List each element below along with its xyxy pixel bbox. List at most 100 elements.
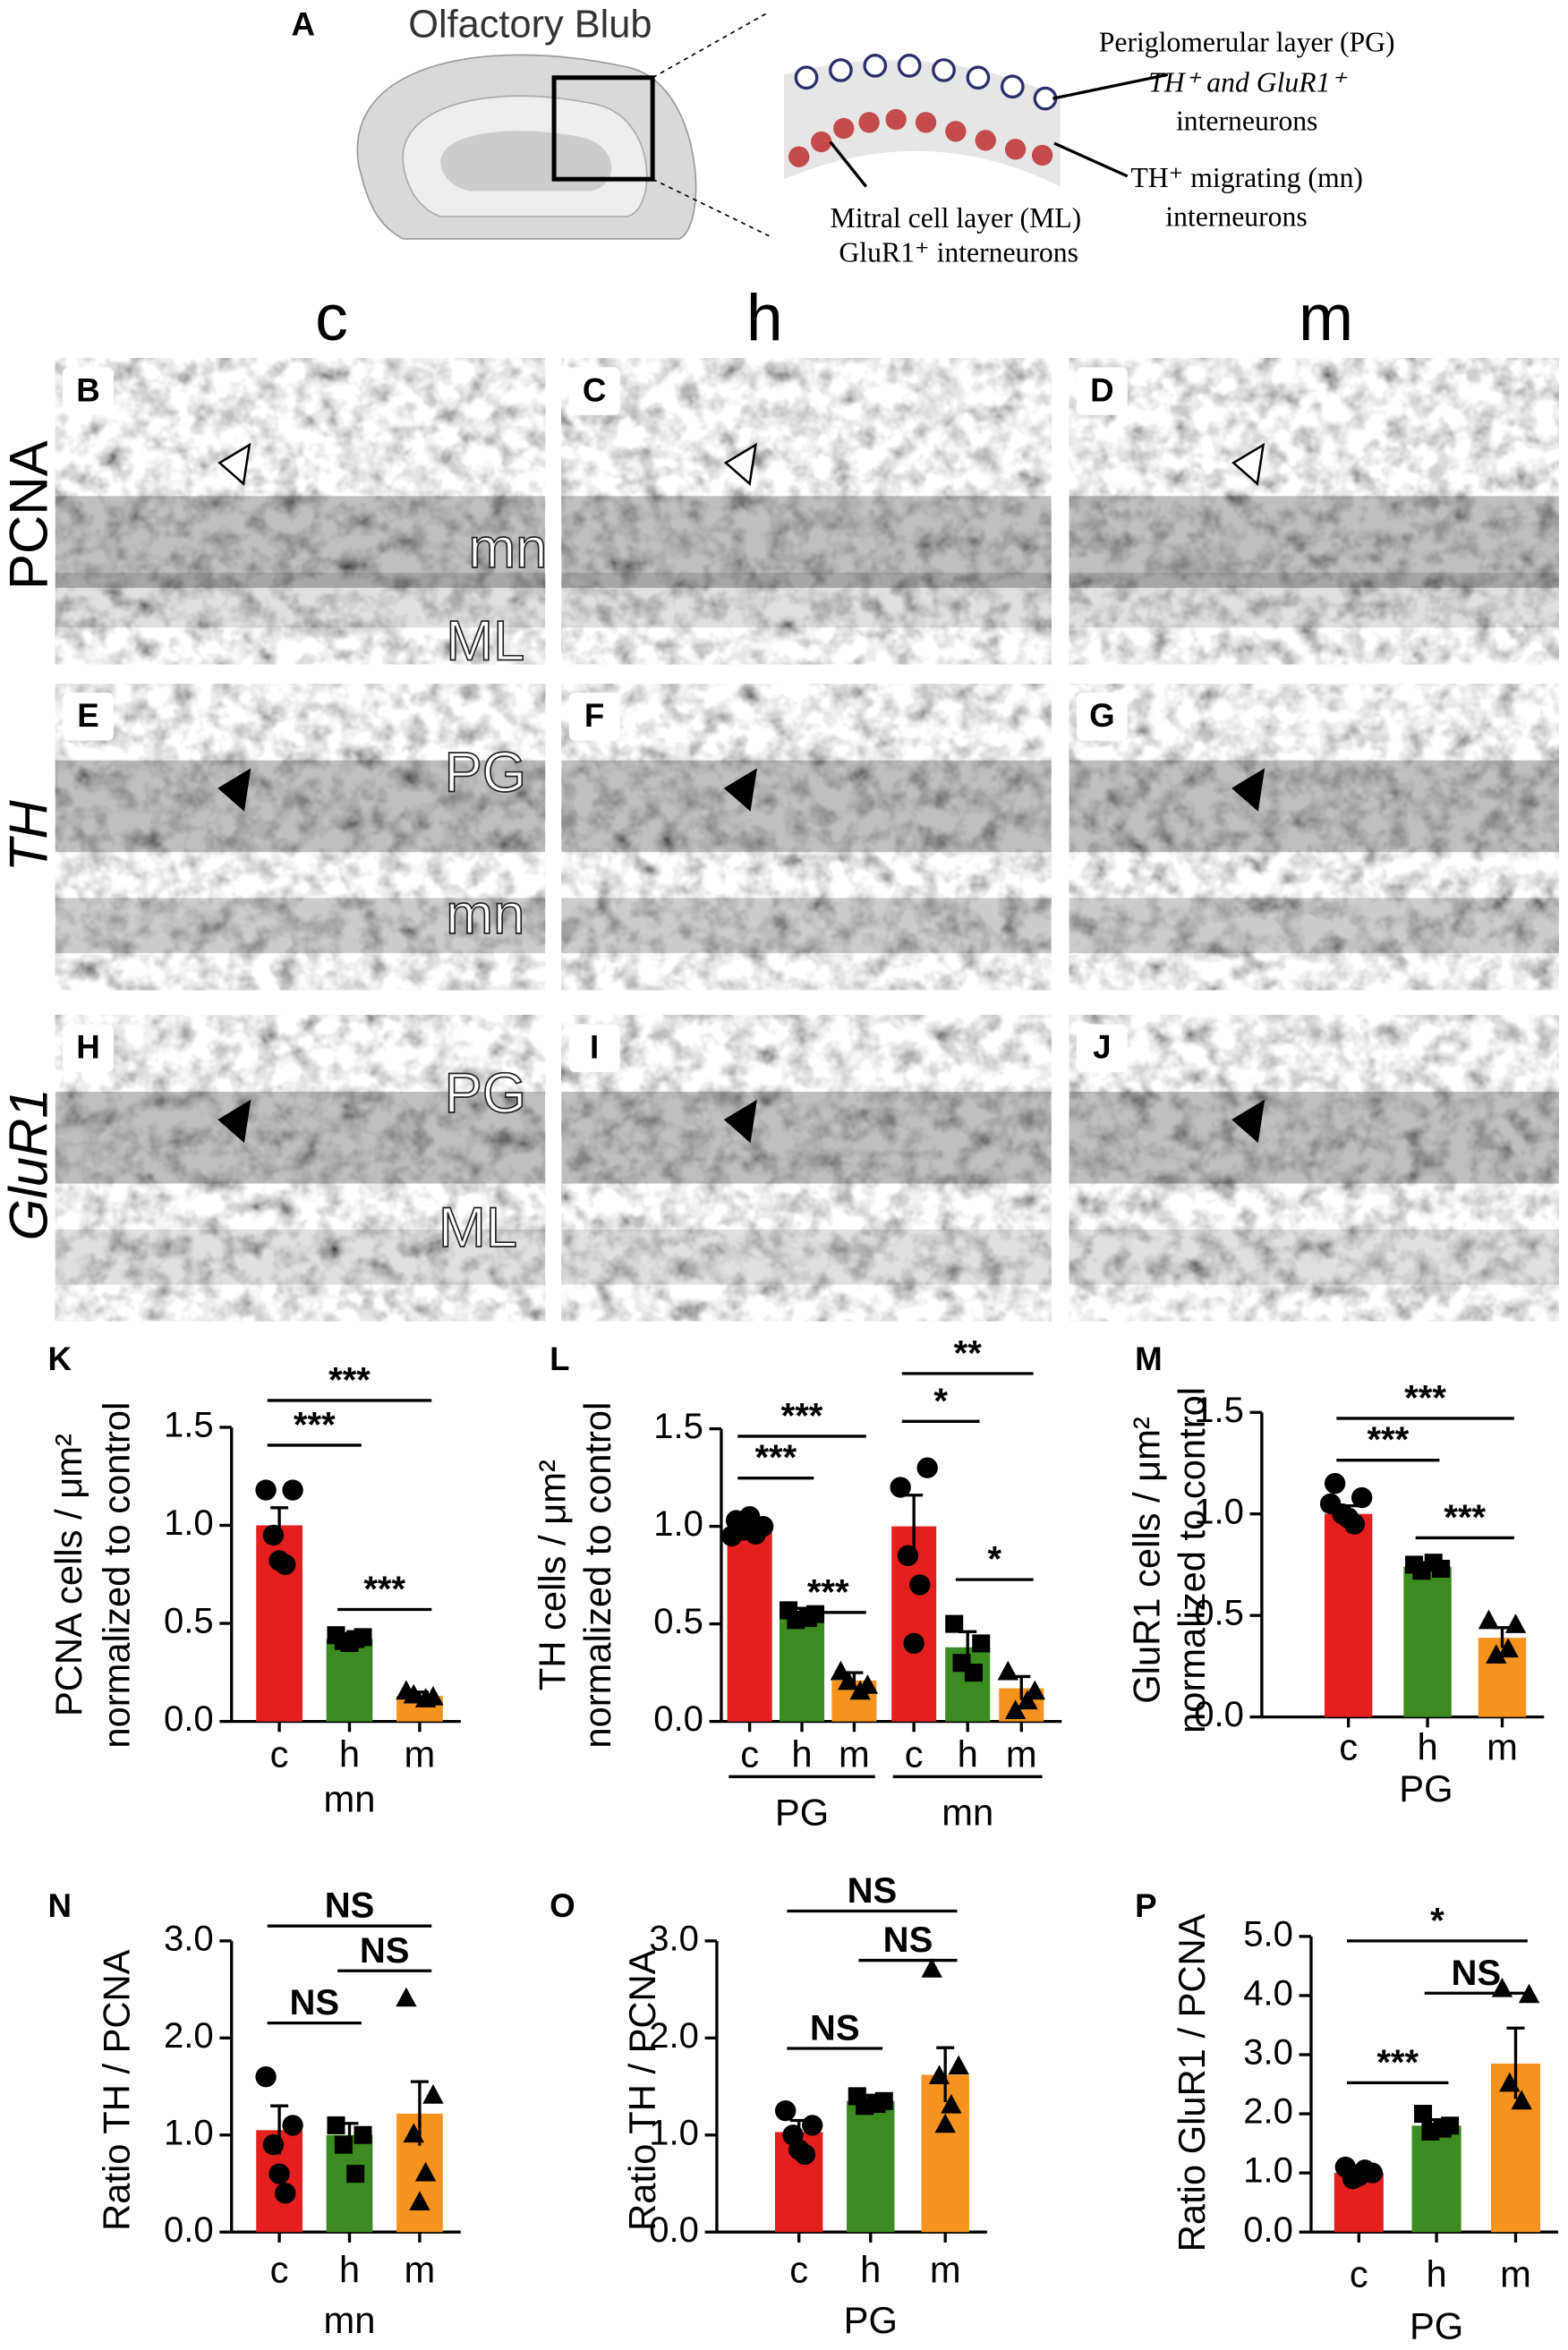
panel-box (568, 1024, 620, 1072)
dark-band (55, 898, 546, 954)
y-tick-label: 3.0 (1243, 2033, 1293, 2073)
schematic-label: Periglomerular layer (PG) (1099, 26, 1395, 57)
micrograph (561, 358, 1052, 665)
bar (779, 1613, 825, 1722)
x-tick-label: h (339, 2248, 360, 2290)
zoom-line (652, 11, 770, 79)
layer-label: mn (446, 883, 524, 946)
x-tick-label: h (791, 1733, 812, 1775)
x-tick-label: c (789, 2248, 808, 2290)
data-point (1337, 1507, 1359, 1528)
schematic-title: Olfactory Blub (408, 3, 652, 46)
panel-label: F (584, 697, 604, 734)
x-axis-label: mn (324, 1778, 376, 1820)
y-axis-label: Ratio TH / PCNA (96, 1949, 138, 2230)
y-tick-label: 0.5 (653, 1602, 703, 1641)
data-point (1497, 1638, 1519, 1658)
schematic-label: interneurons (1165, 201, 1307, 233)
data-point (268, 1550, 290, 1571)
schematic: A Olfactory Blub Periglomerular layer (P… (291, 3, 1394, 268)
y-axis-label: PCNA cells / μm² (47, 1434, 89, 1716)
y-tick-label: 0.5 (164, 1602, 214, 1641)
y-axis-label: normalized to control (576, 1402, 618, 1749)
data-point (1486, 1644, 1507, 1664)
arrow (829, 140, 868, 188)
x-tick-label: m (405, 2248, 436, 2290)
significance-label: *** (807, 1572, 849, 1612)
zoom-line (652, 178, 770, 237)
data-point (255, 1479, 277, 1501)
data-point (403, 2123, 424, 2143)
dark-band (561, 496, 1052, 588)
data-point (997, 1660, 1018, 1681)
x-tick-label: c (1339, 1725, 1358, 1767)
x-tick-label: h (958, 1733, 978, 1775)
dark-band (1069, 898, 1559, 954)
x-axis-label: PG (844, 2299, 898, 2341)
panel-label: L (550, 1341, 569, 1377)
dark-band (55, 496, 546, 588)
dark-band (1069, 760, 1559, 853)
schematic-label: TH⁺ migrating (mn) (1130, 162, 1363, 193)
bar (1411, 2125, 1461, 2233)
significance-label: *** (363, 1570, 405, 1609)
data-point (945, 1614, 964, 1633)
data-point (928, 2065, 950, 2085)
arrow (1053, 141, 1129, 178)
data-point (1499, 2072, 1521, 2092)
panel-label: B (76, 371, 100, 408)
bulb-core (440, 131, 612, 192)
data-point (890, 1477, 911, 1498)
data-point (334, 2135, 353, 2154)
arrowhead (723, 442, 757, 486)
data-point (941, 2093, 962, 2114)
dark-band (561, 898, 1052, 954)
data-point (396, 1987, 417, 2007)
y-tick-label: 0.0 (164, 2210, 214, 2250)
data-point (1319, 1493, 1342, 1515)
micrograph (55, 684, 546, 991)
y-tick-label: 1.0 (653, 1504, 703, 1544)
significance-label: NS (360, 1931, 410, 1971)
panel-label: G (1089, 697, 1115, 734)
panel-box (63, 693, 114, 741)
y-tick-label: 1.0 (649, 2113, 699, 2152)
x-tick-label: c (905, 1733, 924, 1775)
dark-band (1069, 496, 1559, 588)
data-point (354, 2125, 372, 2144)
data-point (1414, 2105, 1433, 2124)
arrowhead (723, 1099, 757, 1144)
schematic-label: interneurons (1176, 106, 1317, 137)
significance-label: *** (1367, 1420, 1409, 1460)
data-point (1348, 2165, 1369, 2187)
y-axis-label: Ratio GluR1 / PCNA (1171, 1913, 1213, 2252)
panel-box (568, 693, 620, 741)
x-tick-label: c (270, 1733, 289, 1775)
data-point (1004, 1699, 1027, 1720)
x-tick-label: c (1350, 2252, 1368, 2295)
dark-band (561, 760, 1052, 853)
y-axis-label: normalized to control (1171, 1387, 1213, 1733)
x-tick-label: m (930, 2248, 961, 2290)
schematic-label: Mitral cell layer (ML) (831, 202, 1082, 234)
x-tick-label: c (270, 2248, 289, 2290)
micrograph (561, 684, 1052, 991)
y-tick-label: 2.0 (649, 2016, 699, 2056)
data-point (897, 1545, 919, 1566)
data-point (903, 1632, 925, 1655)
data-point (964, 1664, 983, 1682)
ml-cells (788, 108, 1053, 167)
row-label: PCNA (0, 440, 59, 590)
x-tick-label: m (405, 1733, 436, 1775)
arrowhead (217, 442, 251, 486)
x-tick-label: m (1487, 1725, 1518, 1767)
column-label: h (746, 281, 783, 354)
data-point (1518, 1983, 1540, 2004)
x-axis-label: PG (1410, 2305, 1463, 2347)
arrow (1052, 72, 1169, 100)
y-axis-label: normalized to control (96, 1402, 138, 1749)
bar (1403, 1566, 1452, 1717)
significance-label: NS (848, 1871, 898, 1911)
y-axis-label: Ratio TH / PCNA (621, 1949, 663, 2230)
data-point (262, 2133, 285, 2156)
